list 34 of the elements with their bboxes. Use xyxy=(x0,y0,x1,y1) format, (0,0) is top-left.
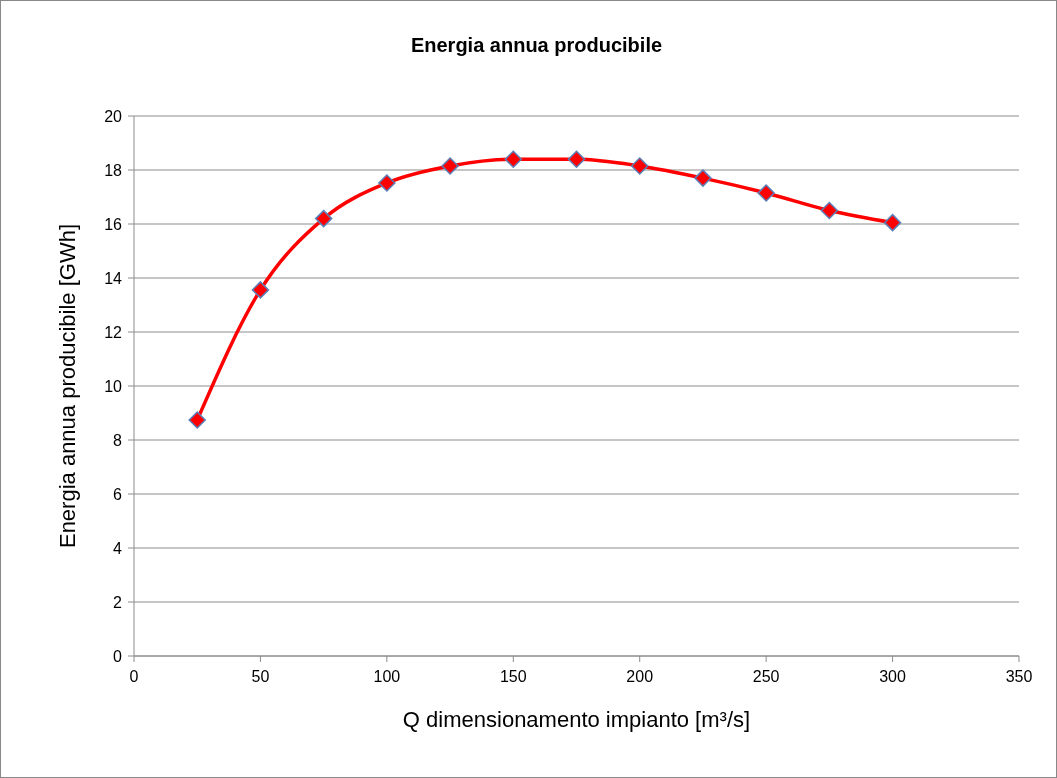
y-tick-label: 6 xyxy=(113,485,123,503)
x-tick-label: 100 xyxy=(373,668,401,685)
chart-title: Energia annua producibile xyxy=(410,34,663,56)
y-tick-label: 0 xyxy=(113,647,123,665)
point xyxy=(378,174,396,192)
x-axis-title: Q dimensionamento impianto [m³/s] xyxy=(402,707,751,732)
y-tick-label: 16 xyxy=(104,215,123,233)
point xyxy=(504,150,523,168)
x-tick-label: 150 xyxy=(499,668,527,685)
y-axis-title: Energia annua producibile [GWh] xyxy=(55,223,80,549)
y-tick-label: 12 xyxy=(104,323,123,341)
point xyxy=(188,411,206,429)
y-tick-label: 14 xyxy=(104,269,123,287)
y-tick-label: 8 xyxy=(113,431,123,449)
y-tick-label: 10 xyxy=(104,377,123,395)
x-tick-label: 350 xyxy=(1005,668,1033,685)
x-tick-label: 0 xyxy=(129,668,139,685)
y-tick-label: 18 xyxy=(104,161,123,179)
point xyxy=(441,157,459,175)
x-tick-label: 50 xyxy=(251,668,270,685)
point xyxy=(630,157,649,175)
point xyxy=(251,281,270,299)
point xyxy=(757,184,775,202)
point xyxy=(567,150,586,168)
y-tick-label: 20 xyxy=(104,107,123,125)
x-tick-label: 200 xyxy=(626,668,654,685)
point xyxy=(883,213,902,232)
point xyxy=(314,209,333,228)
y-tick-label: 4 xyxy=(113,539,123,557)
x-tick-label: 300 xyxy=(879,668,907,685)
y-tick-label: 2 xyxy=(113,593,123,611)
point xyxy=(694,169,712,187)
point xyxy=(820,201,839,220)
x-tick-label: 250 xyxy=(752,668,780,685)
